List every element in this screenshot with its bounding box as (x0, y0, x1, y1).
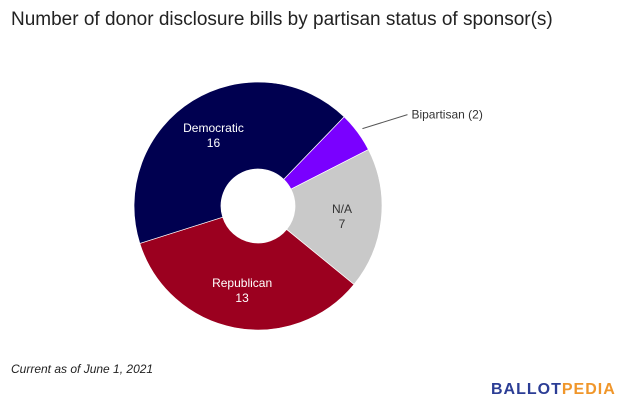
logo-part1: BALLOT (491, 381, 562, 398)
slice-na (286, 149, 383, 285)
date-note: Current as of June 1, 2021 (11, 362, 154, 376)
slice-label: Republican (212, 276, 272, 290)
logo-part2: PEDIA (561, 381, 616, 398)
leader-line (362, 114, 408, 130)
ballotpedia-logo: BALLOTPEDIA (491, 381, 616, 399)
chart-title: Number of donor disclosure bills by part… (11, 9, 553, 30)
slice-label: N/A (332, 202, 352, 216)
slice-democratic (133, 81, 345, 244)
slice-label: Democratic (183, 121, 244, 135)
slice-label: Bipartisan (2) (411, 108, 482, 122)
slice-value: 13 (235, 291, 249, 305)
slice-republican (139, 216, 355, 331)
slice-value: 7 (339, 217, 346, 231)
slice-value: 16 (207, 136, 221, 150)
